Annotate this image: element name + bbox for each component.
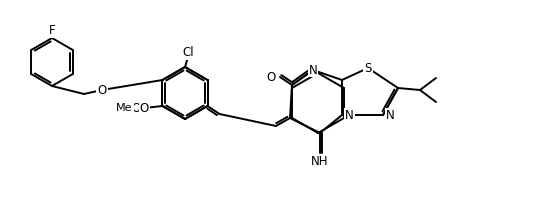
Text: O: O	[98, 84, 107, 96]
Text: Me: Me	[116, 103, 133, 113]
Text: O: O	[131, 102, 140, 114]
Text: F: F	[49, 24, 55, 37]
Text: N: N	[386, 109, 395, 122]
Text: O: O	[140, 102, 149, 114]
Text: N: N	[345, 109, 354, 122]
Text: Cl: Cl	[182, 46, 194, 59]
Text: NH: NH	[311, 155, 329, 168]
Text: S: S	[364, 62, 372, 74]
Text: O: O	[267, 70, 276, 84]
Text: N: N	[309, 64, 317, 76]
